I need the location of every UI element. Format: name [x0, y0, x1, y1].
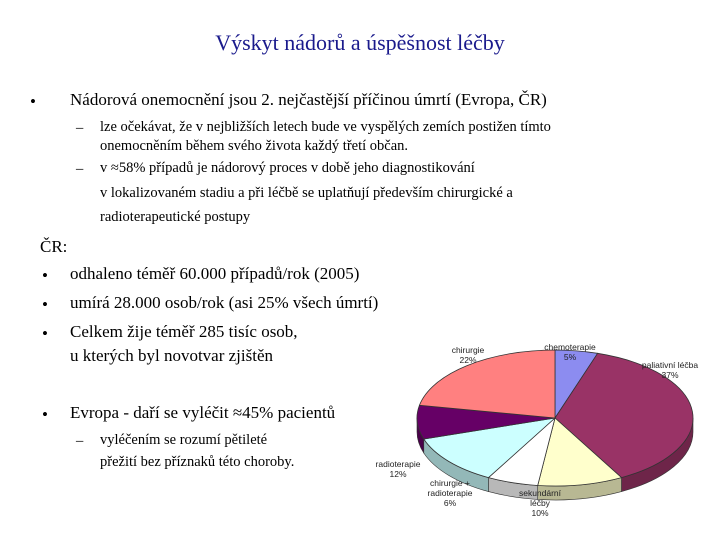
section1-text: Nádorová onemocnění jsou 2. nejčastější … [70, 90, 547, 109]
bullet-glyph: • [42, 324, 48, 343]
pie-slice-paliativn-l-ba [554, 352, 694, 479]
europe-text: Evropa - daří se vyléčit ≈45% pacientů [70, 403, 336, 422]
section1-sub2-line2: v lokalizovaném stadiu a při léčbě se up… [100, 185, 513, 201]
cr-item-3-cont: u kterých byl novotvar zjištěn [70, 346, 274, 365]
pie-slice-chirurgie [418, 349, 556, 419]
pie-label: chemoterapie 5% [544, 342, 596, 362]
pie-slice-radioterapie [423, 417, 557, 479]
cr-item-2: umírá 28.000 osob/rok (asi 25% všech úmr… [70, 293, 379, 312]
cr-item-1: odhaleno téměř 60.000 případů/rok (2005) [70, 264, 360, 283]
pie-label: sekundární léčby 10% [519, 488, 562, 518]
section1-sub1-line1: lze očekávat, že v nejbližších letech bu… [100, 119, 551, 135]
slide-title: Výskyt nádorů a úspěšnost léčby [215, 30, 505, 55]
section1-sub2-line1: v ≈58% případů je nádorový proces v době… [100, 160, 475, 176]
section1-sub1-line2: onemocněním během svého života každý tře… [100, 138, 409, 154]
bullet-glyph: • [42, 295, 48, 314]
pie-label: radioterapie 12% [376, 459, 421, 479]
cr-heading: ČR: [40, 237, 68, 256]
bullet-glyph: • [30, 92, 36, 111]
europe-sub-line1: vyléčením se rozumí pětileté [100, 432, 268, 448]
europe-sub-line2: přežití bez příznaků této choroby. [100, 454, 295, 470]
pie-label: chirurgie + radioterapie 6% [428, 478, 473, 508]
dash-glyph: – [76, 433, 84, 449]
pie-label: paliativní léčba 37% [642, 360, 699, 380]
pie-slice-sekund-rn-l-by [537, 417, 623, 487]
dash-glyph: – [76, 161, 84, 177]
cr-item-3: Celkem žije téměř 285 tisíc osob, [70, 322, 298, 341]
dash-glyph: – [76, 120, 84, 136]
bullet-glyph: • [42, 266, 48, 285]
bullet-glyph: • [42, 405, 48, 424]
section1-sub2-line3: radioterapeutické postupy [100, 209, 251, 225]
pie-label: chirurgie 22% [452, 345, 485, 365]
